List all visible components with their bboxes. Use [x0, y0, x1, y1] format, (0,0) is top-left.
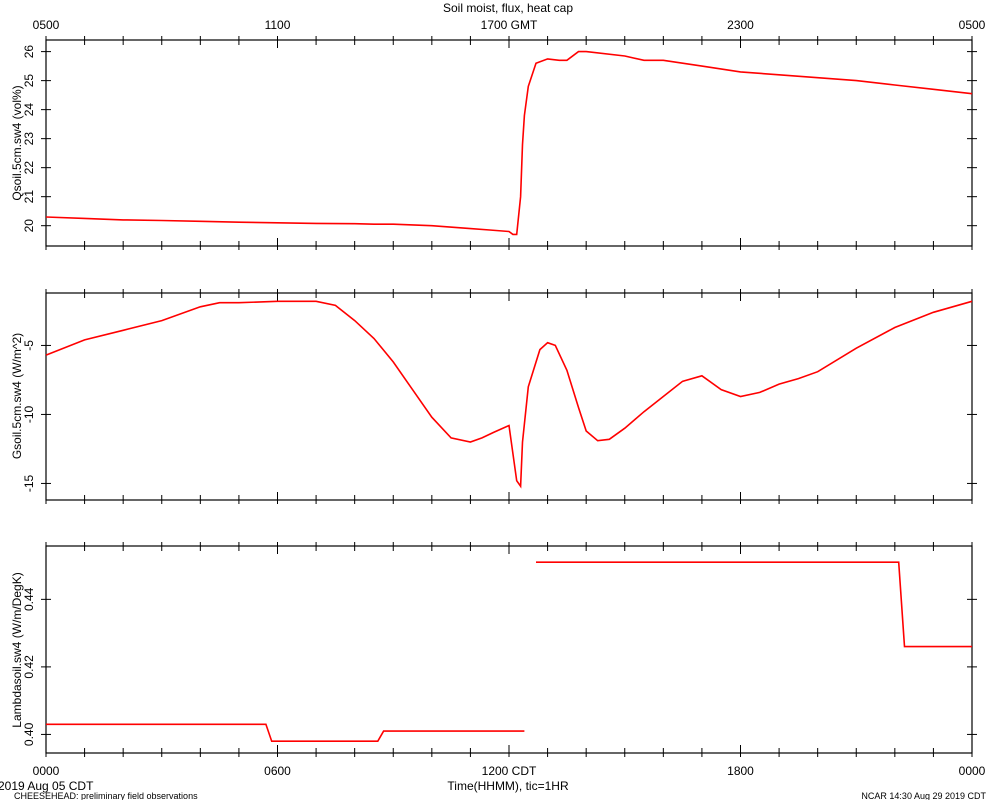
y-tick-label: 0.42	[22, 655, 36, 679]
panel-soil-heat-flux: -5 -10 -15 Gsoil.5cm.sw4 (W/m^2)	[10, 289, 977, 504]
y-axis-soil-moisture: 20 21 22 23 24 25 26	[22, 36, 977, 250]
series-segment-soil-conductivity	[536, 561, 972, 648]
y-tick-label: -10	[22, 405, 36, 423]
bottom-tick-label: 1200 CDT	[482, 764, 537, 778]
y-tick-label: 0.40	[22, 722, 36, 746]
y-axis-label-soil-conductivity: Lambdasoil.sw4 (W/m/DegK)	[10, 572, 24, 727]
chart-title: Soil moist, flux, heat cap	[443, 1, 573, 15]
footer-right: NCAR 14:30 Aug 29 2019 CDT	[861, 791, 986, 800]
date-label: 2019 Aug 05 CDT	[0, 779, 94, 793]
panel-soil-moisture: 20 21 22 23 24 25 26 Qsoil.5cm.sw4 (vol%)	[10, 36, 977, 250]
bottom-tick-label: 1800	[727, 764, 754, 778]
y-tick-label: 26	[22, 45, 36, 59]
panel-frame	[45, 39, 973, 247]
series-line-soil-heat-flux	[45, 300, 973, 489]
y-axis-label-soil-moisture: Qsoil.5cm.sw4 (vol%)	[10, 85, 24, 200]
panel-frame	[45, 292, 973, 501]
panel-frame	[45, 545, 973, 754]
y-axis-soil-conductivity: 0.40 0.42 0.44	[22, 542, 977, 757]
y-tick-label: 20	[22, 219, 36, 233]
y-axis-soil-heat-flux: -5 -10 -15	[22, 289, 977, 504]
bottom-tick-label: 0000	[959, 764, 986, 778]
series-lines-soil-conductivity	[46, 561, 972, 742]
y-tick-label: 22	[22, 161, 36, 175]
y-tick-label: 0.44	[22, 587, 36, 611]
y-tick-label: -5	[22, 340, 36, 351]
top-tick-label: 1100	[265, 18, 291, 32]
footer-left: CHEESEHEAD: preliminary field observatio…	[14, 791, 198, 800]
series-line-soil-moisture	[45, 50, 973, 236]
y-tick-label: 21	[22, 190, 36, 204]
panel-soil-conductivity: 0.40 0.42 0.44 Lambdasoil.sw4 (W/m/DegK)	[10, 542, 977, 757]
top-tick-label: 2300	[727, 18, 754, 32]
y-tick-label: -15	[22, 474, 36, 492]
top-time-axis: 0500 1100 1700 GMT 2300 0500	[33, 18, 986, 32]
x-axis-label: Time(HHMM), tic=1HR	[447, 779, 569, 793]
top-tick-label: 0500	[33, 18, 60, 32]
y-tick-label: 25	[22, 74, 36, 88]
top-tick-label: 0500	[959, 18, 986, 32]
y-tick-label: 23	[22, 132, 36, 146]
series-segment-soil-conductivity	[46, 723, 525, 742]
top-tick-label: 1700 GMT	[481, 18, 538, 32]
bottom-tick-label: 0000	[33, 764, 60, 778]
y-axis-label-soil-heat-flux: Gsoil.5cm.sw4 (W/m^2)	[10, 333, 24, 459]
bottom-time-axis: 0000 0600 1200 CDT 1800 0000	[33, 764, 986, 778]
y-tick-label: 24	[22, 103, 36, 117]
bottom-tick-label: 0600	[264, 764, 291, 778]
